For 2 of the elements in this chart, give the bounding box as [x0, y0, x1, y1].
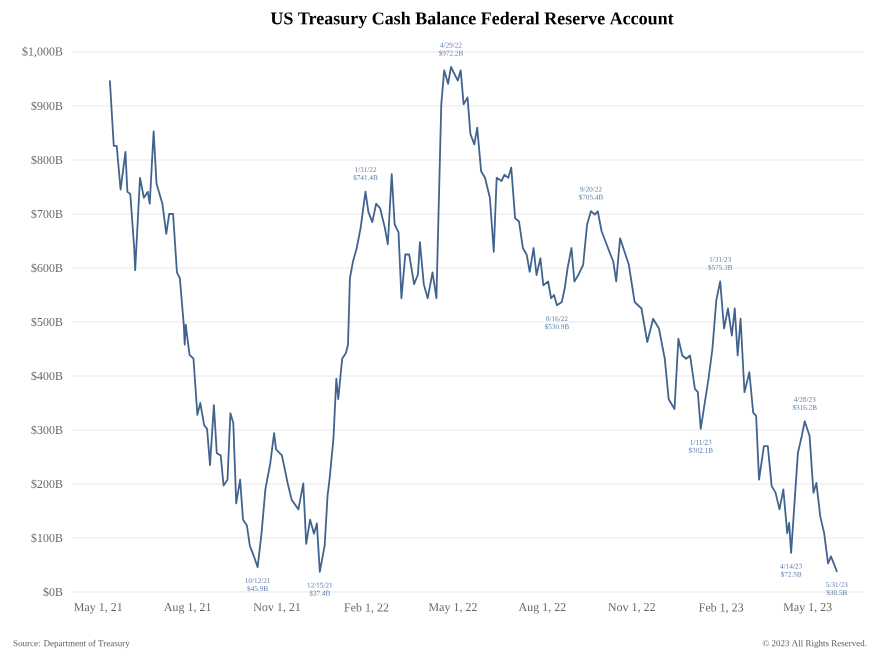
- chart-title: US Treasury Cash Balance Federal Reserve Account: [270, 11, 674, 29]
- line-series: [109, 66, 838, 573]
